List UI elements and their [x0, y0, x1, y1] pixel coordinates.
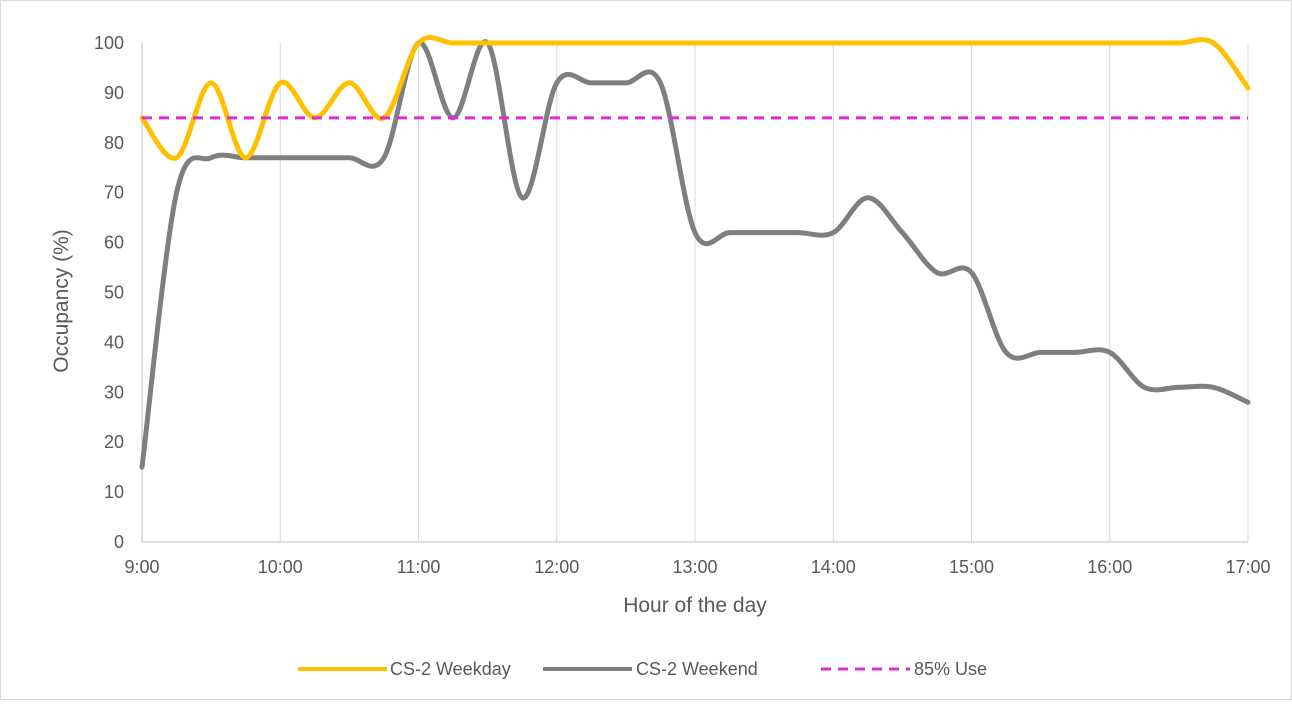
x-tick-label: 13:00 [672, 557, 717, 577]
y-tick-label: 70 [104, 183, 124, 203]
x-tick-label: 12:00 [534, 557, 579, 577]
x-tick-label: 15:00 [949, 557, 994, 577]
x-tick-label: 11:00 [397, 557, 441, 577]
y-tick-label: 20 [104, 432, 124, 452]
y-axis-title: Occupancy (%) [50, 229, 73, 373]
gridlines [141, 43, 1249, 542]
x-tick-label: 10:00 [258, 557, 303, 577]
x-tick-label: 14:00 [811, 557, 856, 577]
x-tick-label: 17:00 [1225, 557, 1270, 577]
y-tick-label: 50 [104, 283, 124, 303]
legend: CS-2 Weekday CS-2 Weekend 85% Use [298, 659, 987, 679]
y-tick-label: 90 [104, 83, 124, 103]
y-tick-label: 10 [104, 482, 124, 502]
y-tick-label: 60 [104, 233, 124, 253]
legend-label-cs-2-weekday: CS-2 Weekday [390, 659, 511, 679]
x-tick-label: 16:00 [1087, 557, 1132, 577]
legend-label-85-use: 85% Use [914, 659, 987, 679]
x-tick-label: 9:00 [124, 557, 159, 577]
series-line-cs-2-weekend [139, 39, 1251, 470]
y-tick-label: 80 [104, 133, 124, 153]
x-axis-title: Hour of the day [623, 594, 767, 617]
tick-labels: 0 10 20 30 40 50 60 70 80 90 100 9:00 10:00 11:00 12:0… [94, 33, 1271, 577]
legend-label-cs-2-weekend: CS-2 Weekend [636, 659, 758, 679]
series-line-cs-2-weekday [139, 35, 1251, 161]
y-tick-label: 40 [104, 332, 124, 352]
y-tick-label: 100 [94, 33, 124, 53]
y-tick-label: 0 [114, 532, 124, 552]
y-tick-label: 30 [104, 382, 124, 402]
data-series [139, 35, 1251, 470]
